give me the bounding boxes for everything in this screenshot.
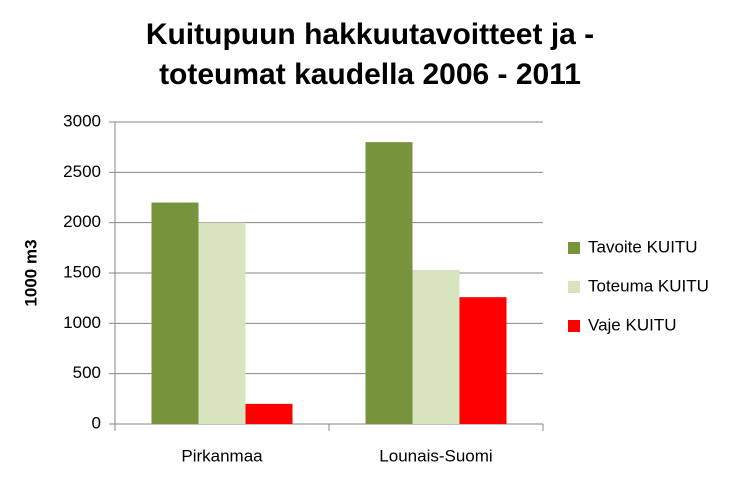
legend-swatch — [568, 281, 580, 293]
legend-label: Toteuma KUITU — [588, 276, 709, 295]
bar — [365, 142, 413, 424]
bar — [459, 297, 507, 424]
y-tick-label: 3000 — [63, 111, 101, 130]
legend-label: Tavoite KUITU — [588, 237, 698, 256]
x-tick-label: Pirkanmaa — [181, 446, 263, 465]
y-tick-label: 2000 — [63, 212, 101, 231]
legend-label: Vaje KUITU — [588, 315, 677, 334]
y-tick-label: 500 — [73, 363, 101, 382]
y-tick-label: 1500 — [63, 262, 101, 281]
y-axis-label: 1000 m3 — [21, 239, 40, 306]
legend-swatch — [568, 242, 580, 254]
bar — [245, 403, 293, 424]
bar — [412, 269, 460, 424]
bar — [151, 202, 199, 424]
chart-title: Kuitupuun hakkuutavoitteet ja - — [146, 18, 594, 51]
bar — [198, 222, 246, 424]
x-tick-label: Lounais-Suomi — [379, 446, 492, 465]
chart-title: toteumat kaudella 2006 - 2011 — [159, 58, 581, 91]
y-tick-label: 2500 — [63, 162, 101, 181]
y-tick-label: 1000 — [63, 313, 101, 332]
y-tick-label: 0 — [92, 413, 101, 432]
legend-swatch — [568, 320, 580, 332]
